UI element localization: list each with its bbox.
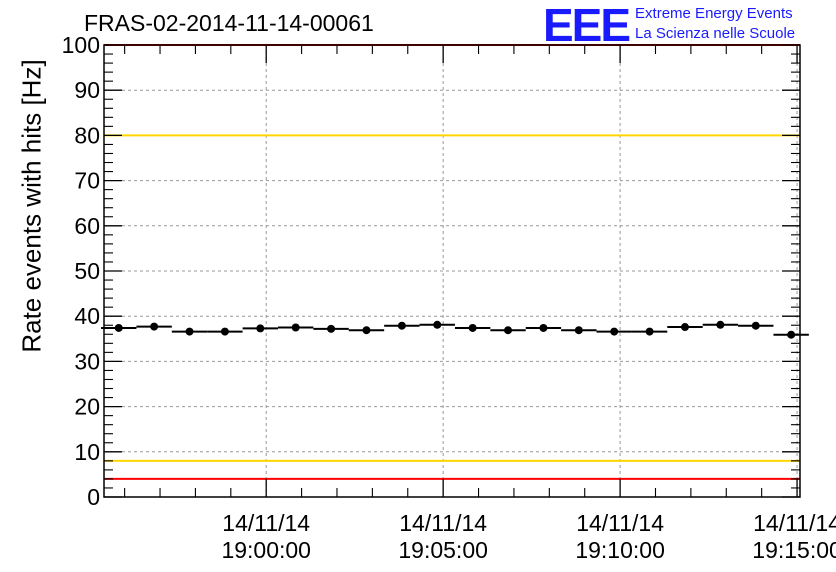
chart-grid <box>104 45 800 497</box>
x-tick-label-date: 14/11/14 <box>576 510 664 536</box>
data-point <box>114 323 123 332</box>
data-point <box>185 327 194 336</box>
data-point <box>610 327 619 336</box>
y-tick-label: 10 <box>74 439 100 465</box>
data-point <box>504 326 513 335</box>
chart-title: FRAS-02-2014-11-14-00061 <box>84 10 374 36</box>
data-point <box>291 323 300 332</box>
x-tick-label-time: 19:05:00 <box>398 537 488 563</box>
data-point <box>362 326 371 335</box>
logo-text: Extreme Energy Events La Scienza nelle S… <box>635 4 795 44</box>
logo-line-2: La Scienza nelle Scuole <box>635 25 796 42</box>
tick-labels: 010203040506070809010014/11/1419:00:0014… <box>62 32 836 563</box>
data-point <box>433 320 442 329</box>
y-tick-label: 20 <box>74 394 100 420</box>
y-tick-label: 50 <box>74 258 100 284</box>
data-point <box>539 323 548 332</box>
data-point <box>397 321 406 330</box>
data-point <box>574 326 583 335</box>
reference-lines <box>104 44 800 480</box>
y-tick-label: 40 <box>74 303 100 329</box>
chart-axes <box>103 44 801 498</box>
x-tick-label-time: 19:15:00 <box>752 537 836 563</box>
data-point <box>468 323 477 332</box>
data-point <box>256 324 265 333</box>
y-tick-label: 80 <box>74 122 100 148</box>
y-tick-label: 90 <box>74 77 100 103</box>
logo-line-1: Extreme Energy Events <box>635 5 793 22</box>
y-tick-label: 100 <box>62 32 100 58</box>
plot-frame <box>103 44 801 498</box>
y-tick-label: 0 <box>87 484 100 510</box>
data-points <box>101 320 809 339</box>
y-tick-label: 60 <box>74 213 100 239</box>
data-point <box>645 327 654 336</box>
data-point <box>716 320 725 329</box>
y-tick-label: 30 <box>74 348 100 374</box>
data-point <box>680 323 689 332</box>
data-point <box>220 327 229 336</box>
x-tick-label-time: 19:00:00 <box>221 537 311 563</box>
eee-logo: EEE Extreme Energy Events La Scienza nel… <box>543 2 795 48</box>
y-tick-label: 70 <box>74 168 100 194</box>
logo-mark: EEE <box>543 0 631 51</box>
x-tick-label-date: 14/11/14 <box>753 510 836 536</box>
data-point <box>327 324 336 333</box>
data-point <box>150 322 159 331</box>
x-tick-label-date: 14/11/14 <box>399 510 487 536</box>
data-point <box>787 330 796 339</box>
data-point <box>751 321 760 330</box>
y-axis-label: Rate events with hits [Hz] <box>16 59 47 353</box>
x-tick-label-date: 14/11/14 <box>222 510 310 536</box>
x-tick-label-time: 19:10:00 <box>575 537 665 563</box>
